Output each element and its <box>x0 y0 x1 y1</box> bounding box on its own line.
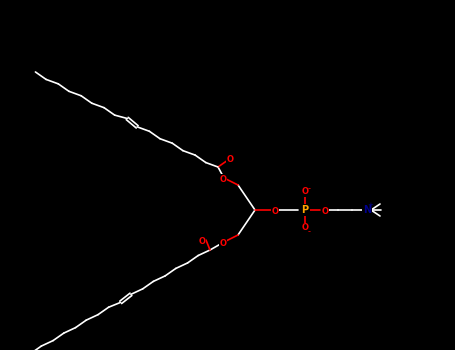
Text: O: O <box>302 188 308 196</box>
Text: O: O <box>219 175 227 183</box>
Text: N: N <box>363 205 371 215</box>
Text: O: O <box>322 206 329 216</box>
Text: O: O <box>302 224 308 232</box>
Text: O: O <box>272 206 278 216</box>
Text: O: O <box>198 237 206 245</box>
Text: O: O <box>227 154 233 163</box>
Text: -: - <box>308 228 310 237</box>
Text: P: P <box>301 205 308 215</box>
Text: -: - <box>308 184 310 194</box>
Text: +: + <box>367 202 373 208</box>
Text: O: O <box>219 238 227 247</box>
